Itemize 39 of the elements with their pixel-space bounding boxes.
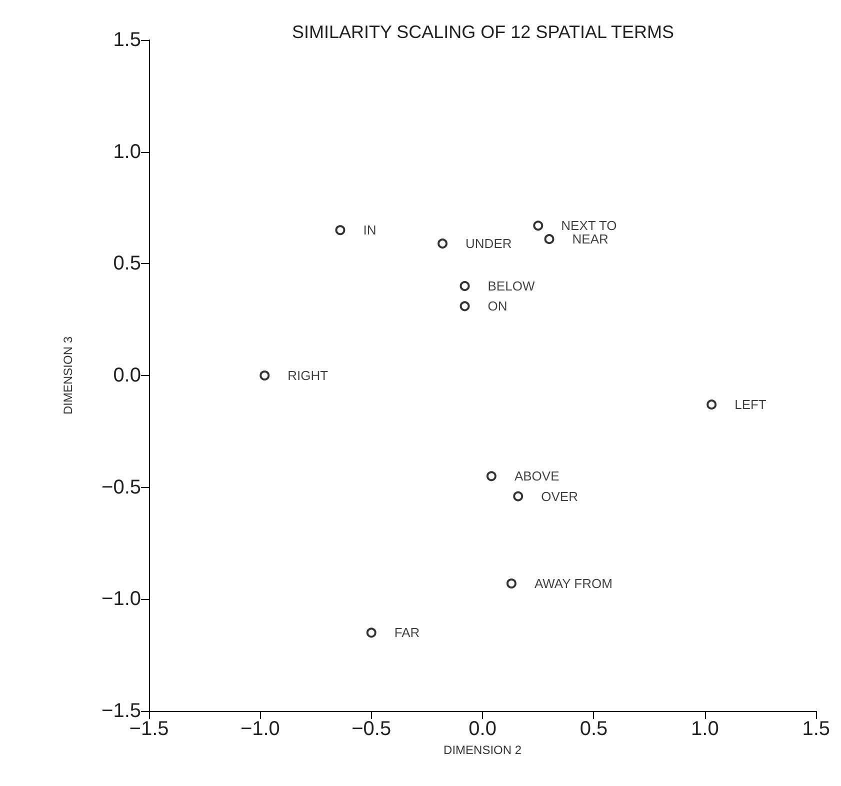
data-label: ABOVE	[514, 468, 560, 484]
y-tick-label: 0.0	[113, 364, 141, 386]
data-label: LEFT	[734, 397, 766, 412]
data-label: AWAY FROM	[534, 576, 612, 592]
data-label: UNDER	[466, 236, 512, 252]
data-label: BELOW	[488, 278, 536, 294]
y-tick-label: 0.5	[113, 252, 141, 275]
data-label: NEXT TO	[561, 218, 617, 234]
x-tick-label: 1.5	[802, 718, 830, 740]
y-tick-label: 1.0	[113, 140, 141, 163]
x-axis-title: DIMENSION 2	[444, 742, 522, 757]
y-tick-label: −1.0	[102, 588, 141, 610]
x-tick-label: −1.0	[240, 718, 280, 740]
point	[506, 578, 516, 589]
point	[260, 370, 270, 380]
data-label: OVER	[541, 488, 578, 504]
x-tick-label: 0.5	[580, 718, 608, 740]
y-tick-label: −0.5	[102, 476, 141, 498]
x-tick-label: −0.5	[352, 718, 392, 740]
chart-title: SIMILARITY SCALING OF 12 SPATIAL TERMS	[292, 22, 674, 42]
data-label: ON	[488, 298, 508, 314]
point	[460, 281, 470, 292]
y-tick-label: 1.5	[113, 29, 141, 51]
point	[706, 400, 717, 410]
point	[513, 491, 524, 502]
x-tick-label: 1.0	[691, 718, 719, 740]
point	[438, 238, 448, 249]
point	[544, 234, 554, 244]
y-axis-title: DIMENSION 3	[61, 336, 75, 415]
point	[533, 220, 544, 231]
data-label: RIGHT	[288, 368, 328, 383]
point	[486, 471, 496, 482]
data-label: FAR	[394, 625, 420, 640]
point	[335, 225, 346, 236]
point	[366, 628, 376, 638]
x-tick-label: 0.0	[468, 718, 496, 740]
data-label: IN	[363, 222, 376, 238]
point	[460, 301, 470, 312]
data-label: NEAR	[572, 232, 608, 247]
